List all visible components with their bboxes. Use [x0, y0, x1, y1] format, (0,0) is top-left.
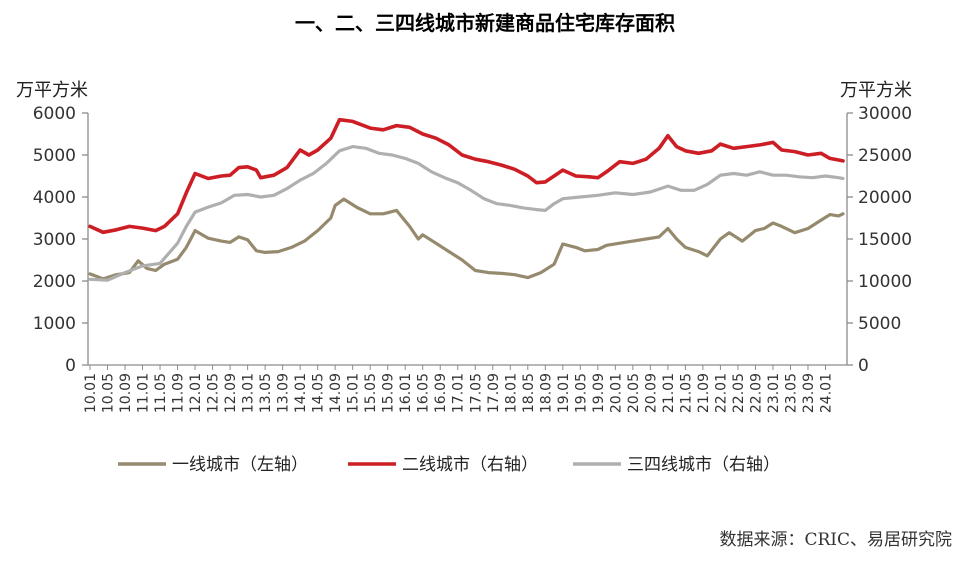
left-tick-label: 2000 [33, 272, 76, 292]
right-tick-labels: 0 5000 10000 15000 20000 25000 30000 [847, 104, 912, 376]
x-tick-label: 19.05 [573, 373, 589, 413]
x-tick-label: 23.05 [783, 373, 799, 413]
left-tick-label: 0 [65, 356, 76, 376]
x-tick-label: 11.09 [171, 373, 187, 413]
left-tick-label: 5000 [33, 146, 76, 166]
x-tick-label: 20.05 [626, 373, 642, 413]
x-tick-label: 12.01 [188, 373, 204, 413]
x-tick-label: 13.01 [241, 373, 257, 413]
left-tick-label: 1000 [33, 314, 76, 334]
x-tick-label: 10.05 [101, 373, 117, 413]
series-line-tier34 [88, 145, 845, 282]
x-tick-label: 14.05 [311, 373, 327, 413]
legend-label-tier34: 三四线城市（右轴） [627, 455, 780, 475]
x-tick-label: 21.09 [696, 373, 712, 413]
x-tick-label: 17.05 [468, 373, 484, 413]
x-tick-label: 13.09 [276, 373, 292, 413]
left-tick-label: 6000 [33, 104, 76, 124]
left-tick-label: 3000 [33, 230, 76, 250]
x-tick-label: 20.01 [608, 373, 624, 413]
x-tick-label: 18.01 [503, 373, 519, 413]
right-axis-unit: 万平方米 [840, 80, 912, 101]
x-tick-label: 16.09 [433, 373, 449, 413]
right-tick-label: 10000 [858, 272, 912, 292]
axes [87, 113, 848, 366]
x-tick-label: 16.05 [416, 373, 432, 413]
x-tick-label: 22.09 [748, 373, 764, 413]
right-tick-label: 0 [858, 356, 869, 376]
x-tick-label: 16.01 [398, 373, 414, 413]
right-tick-label: 15000 [858, 230, 912, 250]
x-tick-label: 12.09 [223, 373, 239, 413]
chart-title: 一、二、三四线城市新建商品住宅库存面积 [295, 11, 675, 35]
left-tick-label: 4000 [33, 188, 76, 208]
x-tick-label: 18.05 [521, 373, 537, 413]
x-tick-label: 13.05 [258, 373, 274, 413]
x-tick-label: 10.09 [118, 373, 134, 413]
right-tick-label: 5000 [858, 314, 901, 334]
x-tick-label: 19.09 [591, 373, 607, 413]
right-tick-label: 20000 [858, 188, 912, 208]
x-tick-label: 11.01 [136, 373, 152, 413]
x-tick-label: 17.09 [486, 373, 502, 413]
series-line-tier2 [88, 117, 845, 235]
x-tick-label: 12.05 [206, 373, 222, 413]
x-tick-label: 19.01 [556, 373, 572, 413]
right-tick-label: 30000 [858, 104, 912, 124]
series-lines [88, 117, 845, 282]
x-tick-label: 22.05 [731, 373, 747, 413]
x-tick-label: 14.01 [293, 373, 309, 413]
x-tick-label: 20.09 [643, 373, 659, 413]
x-tick-label: 10.01 [83, 373, 99, 413]
legend-label-tier2: 二线城市（右轴） [402, 455, 538, 475]
legend-label-tier1: 一线城市（左轴） [172, 455, 308, 475]
source-note: 数据来源：CRIC、易居研究院 [719, 530, 952, 550]
x-tick-label: 22.01 [713, 373, 729, 413]
x-tick-label: 11.05 [153, 373, 169, 413]
x-tick-label: 23.09 [801, 373, 817, 413]
x-tick-label: 15.09 [381, 373, 397, 413]
x-tick-label: 21.05 [678, 373, 694, 413]
x-tick-label: 15.01 [346, 373, 362, 413]
x-tick-label: 15.05 [363, 373, 379, 413]
left-tick-labels: 0 1000 2000 3000 4000 5000 6000 [33, 104, 88, 376]
series-line-tier1 [88, 197, 845, 281]
x-tick-label: 14.09 [328, 373, 344, 413]
x-tick-label: 17.01 [451, 373, 467, 413]
x-tick-label: 18.09 [538, 373, 554, 413]
legend: 一线城市（左轴） 二线城市（右轴） 三四线城市（右轴） [118, 455, 780, 475]
x-tick-labels: 10.01 10.05 10.09 11.01 11.05 11.09 12.01 12.05… [83, 365, 834, 413]
x-tick-label: 24.01 [818, 373, 834, 413]
left-axis-unit: 万平方米 [16, 80, 88, 101]
x-tick-label: 21.01 [661, 373, 677, 413]
x-tick-label: 23.01 [766, 373, 782, 413]
right-tick-label: 25000 [858, 146, 912, 166]
